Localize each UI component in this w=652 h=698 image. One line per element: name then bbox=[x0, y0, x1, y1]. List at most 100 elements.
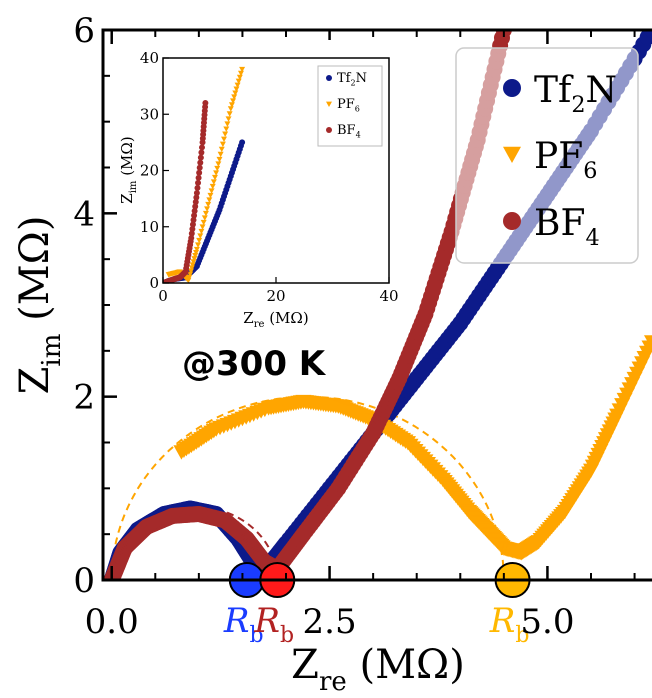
inset-y-tick-label: 10 bbox=[140, 218, 159, 236]
inset-data-point bbox=[215, 161, 222, 167]
x-axis-label-unit: (MΩ) bbox=[347, 642, 465, 688]
inset-data-point bbox=[202, 100, 209, 106]
inset-data-point bbox=[210, 179, 217, 185]
inset-data-point bbox=[193, 190, 200, 196]
inset-x-label-sub: re bbox=[254, 319, 265, 330]
inset-legend-label: Tf2N bbox=[337, 71, 367, 88]
fit-arc-1 bbox=[110, 395, 505, 580]
legend-label-tf-tail: N bbox=[586, 70, 618, 111]
inset-data-point bbox=[198, 144, 205, 151]
inset-y-tick-label: 0 bbox=[149, 274, 159, 292]
rb-label-0: Rb bbox=[223, 601, 264, 648]
inset-data-point bbox=[223, 126, 230, 132]
rb-label-sub: b bbox=[250, 623, 264, 648]
x-axis-label-sub: re bbox=[319, 667, 347, 697]
legend-marker-pf bbox=[503, 146, 521, 163]
inset-x-label-main: Z bbox=[243, 309, 253, 327]
inset-data-point bbox=[233, 86, 240, 92]
inset-legend-label-main: BF bbox=[337, 123, 356, 138]
inset-x-tick-label: 40 bbox=[379, 287, 398, 305]
inset-y-axis-label: Zim (MΩ) bbox=[118, 136, 139, 203]
inset-data-point bbox=[185, 277, 192, 283]
inset-y-tick-label: 40 bbox=[140, 49, 159, 67]
x-tick-label: 0.0 bbox=[85, 602, 139, 642]
legend-label-bf-main: BF bbox=[534, 203, 585, 244]
legend: Tf2N PF6 BF4 bbox=[455, 47, 639, 264]
inset-legend-label-tail: N bbox=[356, 71, 367, 86]
inset-data-point bbox=[200, 219, 207, 226]
inset-data-point bbox=[226, 111, 233, 117]
inset-data-point bbox=[186, 274, 193, 281]
inset-y-tick-label: 20 bbox=[140, 162, 159, 180]
y-tick-label: 0 bbox=[73, 561, 95, 601]
y-tick-label: 2 bbox=[73, 378, 95, 418]
inset-series-pf bbox=[165, 66, 246, 283]
inset-data-point bbox=[204, 206, 211, 212]
inset-data-point bbox=[237, 70, 244, 77]
inset-data-point bbox=[190, 217, 197, 223]
inset-data-point bbox=[211, 174, 218, 181]
inset-data-point bbox=[188, 265, 195, 271]
inset-data-point bbox=[227, 106, 234, 112]
inset-data-point bbox=[197, 154, 204, 161]
rb-label-sub: b bbox=[280, 623, 294, 648]
y-axis-label-sub: im bbox=[37, 334, 67, 367]
inset-data-point bbox=[232, 90, 239, 96]
inset-data-point bbox=[195, 174, 202, 181]
inset-series-bf bbox=[163, 100, 209, 283]
inset-data-point bbox=[194, 184, 201, 191]
inset-data-point bbox=[196, 169, 203, 176]
rb-label-2: Rb bbox=[253, 601, 294, 648]
legend-label-tf: Tf2N bbox=[534, 70, 617, 118]
inset-data-point bbox=[196, 237, 203, 244]
inset-data-point bbox=[230, 98, 237, 104]
inset-data-point bbox=[187, 268, 194, 274]
inset-data-point bbox=[207, 192, 214, 199]
temperature-annotation: @300 K bbox=[182, 344, 327, 384]
inset-x-axis-label: Zre (MΩ) bbox=[243, 309, 308, 330]
inset-data-point bbox=[199, 224, 206, 230]
inset-legend-label-main: PF bbox=[337, 97, 355, 112]
inset-data-point bbox=[239, 66, 246, 73]
inset-data-point bbox=[209, 183, 216, 190]
legend-label-bf: BF4 bbox=[534, 203, 600, 251]
rb-label-sub: b bbox=[515, 623, 529, 648]
inset-data-point bbox=[192, 203, 199, 210]
inset-data-point bbox=[213, 170, 220, 176]
inset-data-point bbox=[217, 151, 224, 158]
x-tick-label: 2.5 bbox=[303, 602, 357, 642]
inset-data-point bbox=[221, 136, 228, 142]
legend-label-pf-main: PF bbox=[534, 136, 583, 177]
legend-label-tf-sub: 2 bbox=[571, 92, 585, 118]
inset-y-label-main: Z bbox=[118, 193, 136, 203]
inset-data-point bbox=[188, 230, 195, 237]
inset-y-tick-label: 30 bbox=[140, 105, 159, 123]
inset-data-point bbox=[197, 159, 204, 166]
x-tick-label: 5.0 bbox=[520, 602, 574, 642]
legend-label-pf: PF6 bbox=[534, 136, 597, 184]
inset-legend-label-sub: 2 bbox=[350, 79, 355, 88]
inset-data-point bbox=[216, 156, 223, 163]
rb-label-main: R bbox=[253, 601, 280, 641]
rb-label-main: R bbox=[223, 601, 250, 641]
x-axis-label: Zre (MΩ) bbox=[291, 642, 465, 697]
data-point bbox=[644, 335, 652, 350]
inset-legend-label: PF6 bbox=[337, 97, 360, 114]
y-axis-label-unit: (MΩ) bbox=[12, 216, 58, 334]
inset-legend-marker bbox=[326, 101, 332, 107]
inset-x-label-unit: (MΩ) bbox=[264, 309, 308, 327]
inset-data-point bbox=[231, 94, 238, 100]
legend-label-bf-sub: 4 bbox=[585, 225, 599, 251]
inset-legend-label-sub: 6 bbox=[355, 105, 360, 114]
inset-data-point bbox=[189, 226, 196, 232]
inset-data-point bbox=[219, 141, 226, 148]
inset-data-point bbox=[234, 82, 241, 88]
inset-data-point bbox=[189, 221, 196, 228]
y-tick-label: 4 bbox=[73, 194, 95, 234]
legend-box bbox=[455, 47, 639, 264]
inset-data-point bbox=[193, 246, 200, 253]
inset-data-point bbox=[195, 179, 202, 186]
